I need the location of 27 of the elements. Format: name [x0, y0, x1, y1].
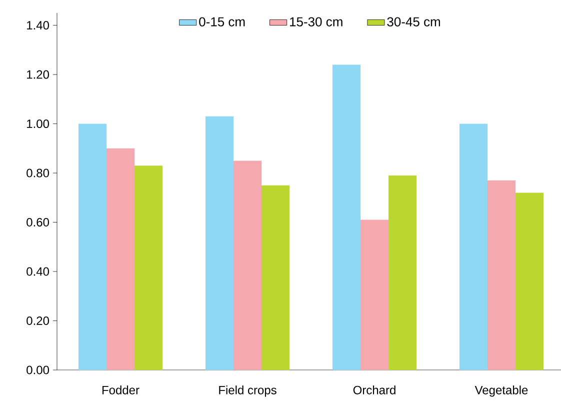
bar: [515, 192, 544, 370]
bar: [234, 160, 262, 370]
bar: [360, 220, 388, 370]
bar: [460, 124, 488, 370]
bar: [332, 64, 360, 370]
y-tick-label: 0.40: [26, 267, 50, 276]
x-tick-label: Field crops: [219, 386, 276, 397]
y-tick-label: 1.40: [27, 21, 50, 30]
y-tick-label: 1.00: [27, 120, 50, 128]
y-tick-label: 0.60: [26, 218, 50, 227]
bar: [388, 175, 416, 370]
x-tick-label: Fodder: [102, 386, 140, 394]
legend-label: 0-15 cm: [199, 17, 245, 26]
bar: [106, 148, 135, 370]
y-tick-label: 0.20: [26, 316, 50, 325]
x-tick-label: Vegetable: [474, 386, 528, 397]
y-tick-label: 0.00: [26, 366, 50, 374]
bar: [262, 185, 290, 370]
legend-label: 15-30 cm: [290, 17, 342, 26]
bar: [78, 124, 107, 370]
legend-label: 30-45 cm: [387, 17, 440, 26]
bar: [134, 166, 163, 370]
y-tick-label: 1.20: [27, 70, 50, 79]
y-tick-label: 0.80: [26, 168, 50, 178]
bar: [206, 116, 234, 370]
x-tick-label: Orchard: [353, 386, 396, 394]
bar: [487, 180, 516, 370]
